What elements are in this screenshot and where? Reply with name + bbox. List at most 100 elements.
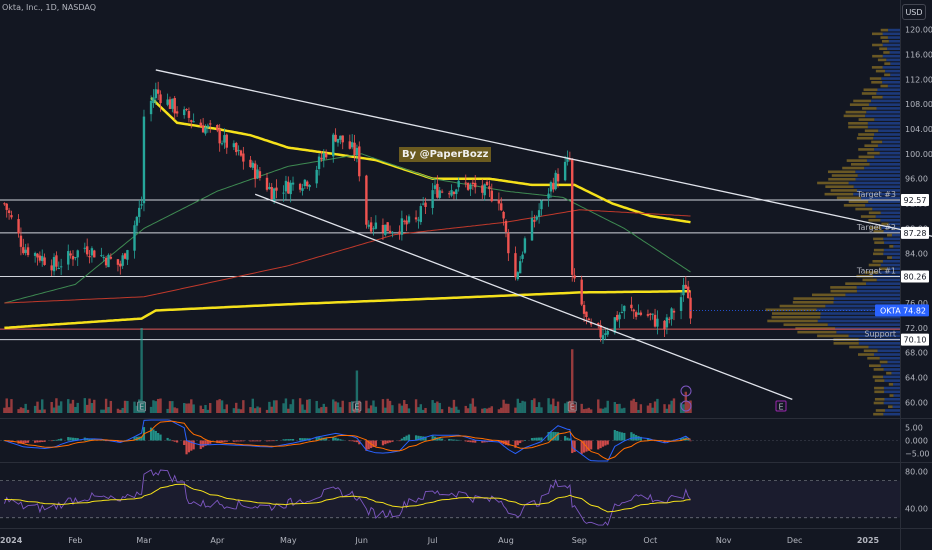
- profile-bar-up: [888, 39, 900, 43]
- candle-body: [388, 230, 392, 233]
- volume-bar: [90, 403, 94, 413]
- volume-bar: [149, 406, 153, 413]
- volume-bar: [237, 408, 240, 413]
- macd-histogram-bar: [76, 438, 79, 441]
- profile-bar-down: [869, 364, 881, 368]
- profile-bar-up: [893, 245, 900, 248]
- candle-body: [57, 267, 60, 269]
- volume-bar: [320, 407, 323, 413]
- profile-bar-up: [868, 103, 900, 106]
- macd-histogram-bar: [149, 427, 153, 441]
- candle-body: [209, 123, 212, 125]
- profile-bar-down: [889, 394, 894, 397]
- candle-body: [386, 222, 389, 232]
- volume-bar: [104, 398, 108, 413]
- profile-bar-down: [830, 286, 857, 289]
- profile-bar-down: [889, 245, 894, 248]
- profile-bar-up: [876, 278, 900, 282]
- volume-bar: [474, 406, 477, 413]
- volume-bar: [398, 403, 401, 413]
- volume-bar: [514, 407, 517, 413]
- profile-bar-up: [882, 80, 900, 84]
- macd-histogram-bar: [450, 439, 453, 441]
- candle-body: [152, 97, 155, 104]
- profile-bar-down: [793, 297, 834, 300]
- level-label: Target #2: [856, 223, 896, 232]
- volume-bar: [431, 400, 434, 413]
- volume-bar: [457, 409, 460, 413]
- profile-bar-up: [865, 114, 900, 118]
- profile-bar-up: [882, 66, 900, 69]
- volume-bar: [19, 407, 23, 413]
- profile-bar-down: [817, 181, 849, 185]
- volume-bar: [668, 404, 671, 413]
- candle-body: [268, 186, 271, 189]
- candle-body: [618, 314, 621, 320]
- macd-histogram-bar: [497, 440, 500, 443]
- volume-bar: [686, 401, 690, 413]
- profile-bar-down: [833, 342, 859, 345]
- profile-bar-up: [886, 58, 900, 62]
- candle-body: [464, 182, 467, 184]
- profile-bar-down: [869, 226, 882, 230]
- candle-body: [88, 256, 91, 258]
- volume-bar: [336, 402, 340, 413]
- macd-histogram-bar: [43, 440, 46, 442]
- profile-bar-up: [887, 267, 900, 271]
- candle-body: [140, 204, 143, 206]
- candle-body: [414, 217, 418, 220]
- volume-bar: [272, 400, 276, 413]
- macd-histogram-bar: [530, 438, 534, 441]
- watermark-box: By @PaperBozz: [399, 147, 492, 162]
- candle-body: [355, 147, 359, 156]
- candle-body: [488, 186, 491, 190]
- price-axis-tick: 100.00: [905, 150, 932, 159]
- candle-body: [369, 222, 373, 232]
- profile-bar-down: [872, 54, 883, 58]
- level-price-tag-label: 80.26: [904, 273, 927, 282]
- macd-histogram-bar: [597, 440, 600, 450]
- profile-bar-down: [867, 356, 880, 360]
- profile-bar-down: [872, 375, 884, 379]
- candle-body: [55, 255, 58, 267]
- profile-bar-up: [884, 409, 900, 412]
- profile-bar-up: [871, 99, 900, 103]
- profile-bar-down: [842, 166, 865, 170]
- candle-body: [649, 313, 652, 315]
- candle-body: [289, 182, 292, 195]
- profile-bar-down: [848, 122, 868, 125]
- candle-body: [256, 169, 259, 179]
- symbol-title[interactable]: Okta, Inc., 1D, NASDAQ: [2, 3, 97, 12]
- candle-body: [317, 156, 321, 170]
- candle-body: [339, 135, 342, 140]
- profile-bar-up: [884, 379, 900, 382]
- volume-bar: [156, 398, 160, 413]
- price-axis-tick: 120.00: [905, 26, 932, 35]
- candle-body: [109, 256, 113, 259]
- candle-body: [133, 225, 136, 251]
- macd-histogram-bar: [469, 440, 472, 443]
- currency-button[interactable]: USD: [902, 4, 926, 20]
- candle-body: [613, 317, 617, 333]
- profile-bar-up: [857, 189, 900, 192]
- profile-bar-down: [824, 192, 854, 196]
- current-price-symbol: OKTA: [880, 306, 901, 315]
- volume-bar: [630, 400, 633, 413]
- current-price-tag: [875, 304, 929, 317]
- macd-histogram-bar: [646, 438, 650, 441]
- volume-bar: [391, 405, 394, 413]
- volume-bar: [301, 404, 304, 413]
- volume-bar: [563, 403, 567, 413]
- profile-bar-down: [887, 256, 892, 259]
- macd-histogram-bar: [471, 440, 474, 443]
- macd-histogram-bar: [102, 440, 105, 441]
- profile-bar-up: [873, 136, 900, 140]
- candle-body: [563, 161, 567, 181]
- volume-bar: [663, 404, 666, 413]
- macd-histogram-bar: [604, 440, 607, 446]
- candle-body: [76, 250, 79, 258]
- candle-body: [334, 134, 337, 142]
- profile-bar-down: [868, 211, 881, 215]
